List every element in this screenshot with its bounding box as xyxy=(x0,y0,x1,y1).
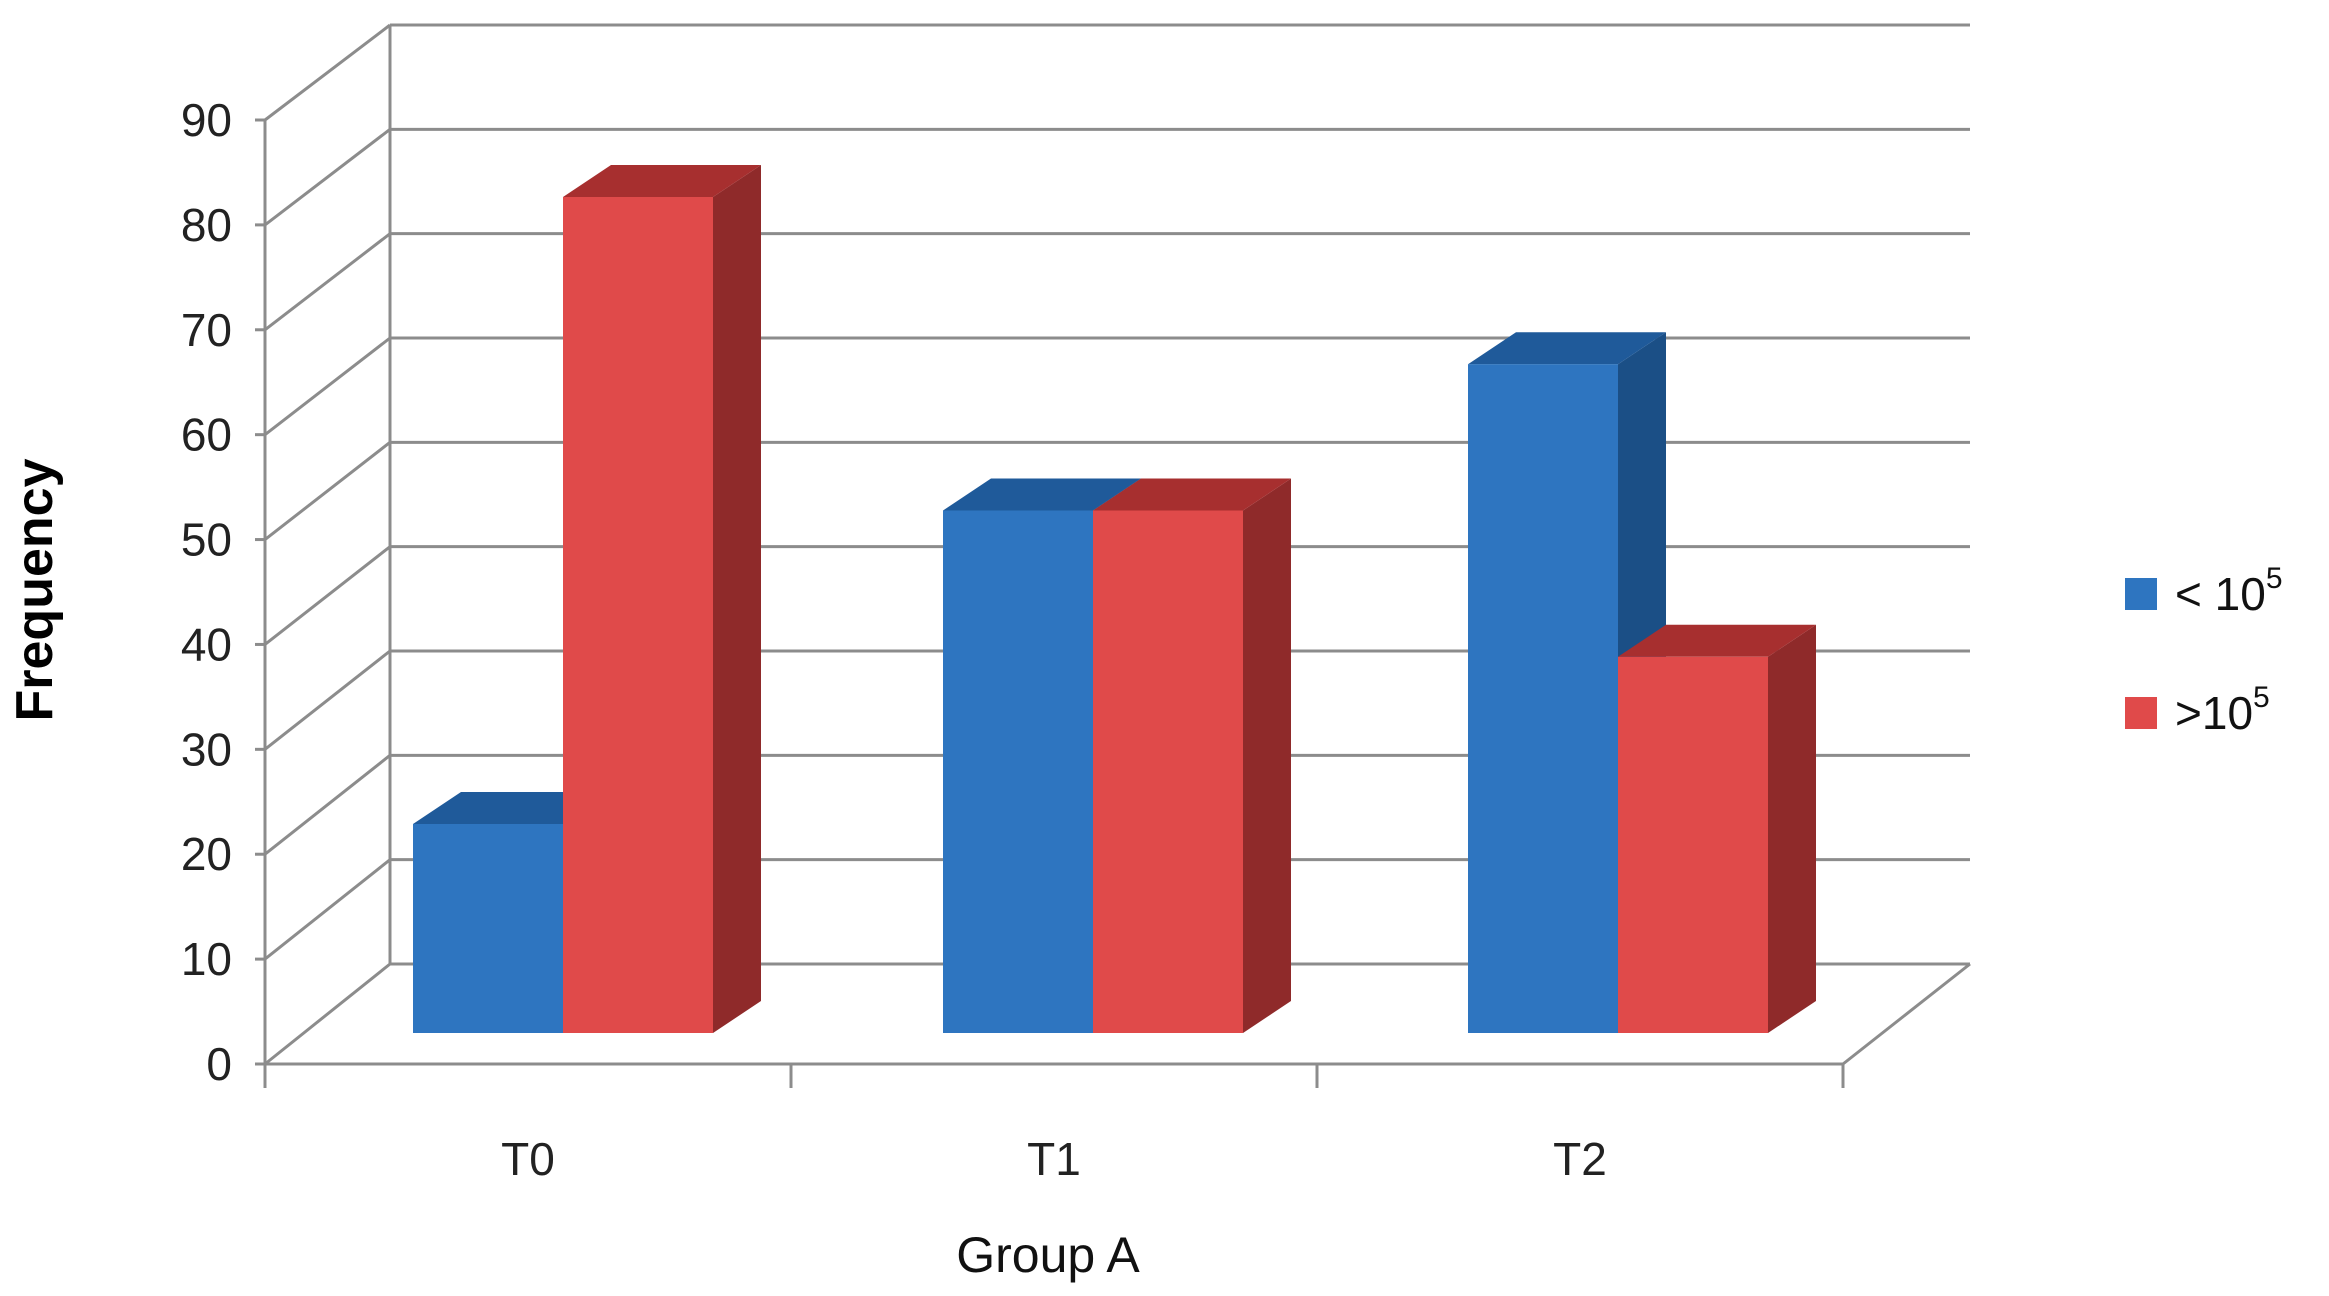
y-axis-ticks: 0 10 20 30 40 50 60 70 80 90 xyxy=(181,94,265,1090)
gridline-side xyxy=(264,858,391,961)
legend-label-series-2-text: >10 xyxy=(2175,687,2253,739)
legend-label-series-1-sup: 5 xyxy=(2266,562,2283,595)
bar-top xyxy=(413,792,611,824)
gridline-side xyxy=(264,232,391,331)
bar-T2-series-2 xyxy=(1618,624,1816,1033)
x-tick-label: T0 xyxy=(501,1133,555,1185)
x-axis-title: Group A xyxy=(956,1227,1140,1283)
y-tick-label: 40 xyxy=(181,618,232,670)
gridline-side xyxy=(264,649,391,751)
bar-side xyxy=(713,165,761,1033)
bar-top xyxy=(1468,332,1666,365)
bar-T0-series-2 xyxy=(563,165,761,1033)
bar-top xyxy=(1093,478,1291,511)
y-tick-label: 90 xyxy=(181,94,232,146)
y-tick-label: 0 xyxy=(206,1038,232,1090)
y-tick-label: 50 xyxy=(181,514,232,566)
legend-label-series-1-text: < 10 xyxy=(2175,568,2266,620)
legend-swatch-series-1 xyxy=(2125,578,2157,610)
legend: < 105 >105 xyxy=(2125,562,2283,739)
gridline-side xyxy=(264,128,391,227)
x-axis-ticks: T0 T1 T2 xyxy=(263,1064,1845,1185)
y-tick-label: 30 xyxy=(181,723,232,775)
gridline-side xyxy=(264,441,391,541)
gridline-side xyxy=(264,23,391,122)
bars xyxy=(413,165,1816,1033)
gridline-side xyxy=(264,962,391,1066)
x-tick-label: T1 xyxy=(1027,1133,1081,1185)
bar-front xyxy=(413,824,563,1033)
y-tick-label: 20 xyxy=(181,828,232,880)
bar-top xyxy=(943,478,1141,511)
y-tick-label: 70 xyxy=(181,304,232,356)
legend-label-series-2: >105 xyxy=(2175,681,2270,739)
legend-label-series-2-sup: 5 xyxy=(2253,681,2270,714)
y-tick-label: 60 xyxy=(181,409,232,461)
bar-front xyxy=(563,197,713,1033)
gridline-side xyxy=(264,336,391,436)
bar-side xyxy=(1768,624,1816,1033)
bar-top xyxy=(1618,624,1816,657)
y-tick-label: 80 xyxy=(181,199,232,251)
bar-front xyxy=(943,510,1093,1033)
bar-top xyxy=(563,165,761,197)
bar-T1-series-2 xyxy=(1093,478,1291,1033)
legend-swatch-series-2 xyxy=(2125,697,2157,729)
x-tick-label: T2 xyxy=(1553,1133,1607,1185)
bar-front xyxy=(1618,656,1768,1033)
floor-right-edge xyxy=(1842,962,1971,1066)
y-tick-label: 10 xyxy=(181,933,232,985)
bar-front xyxy=(1468,364,1618,1033)
legend-label-series-1: < 105 xyxy=(2175,562,2283,620)
y-axis-title: Frequency xyxy=(6,458,64,721)
gridline-side xyxy=(264,754,391,856)
bar-side xyxy=(1243,478,1291,1033)
gridline-side xyxy=(264,545,391,646)
bar-front xyxy=(1093,510,1243,1033)
